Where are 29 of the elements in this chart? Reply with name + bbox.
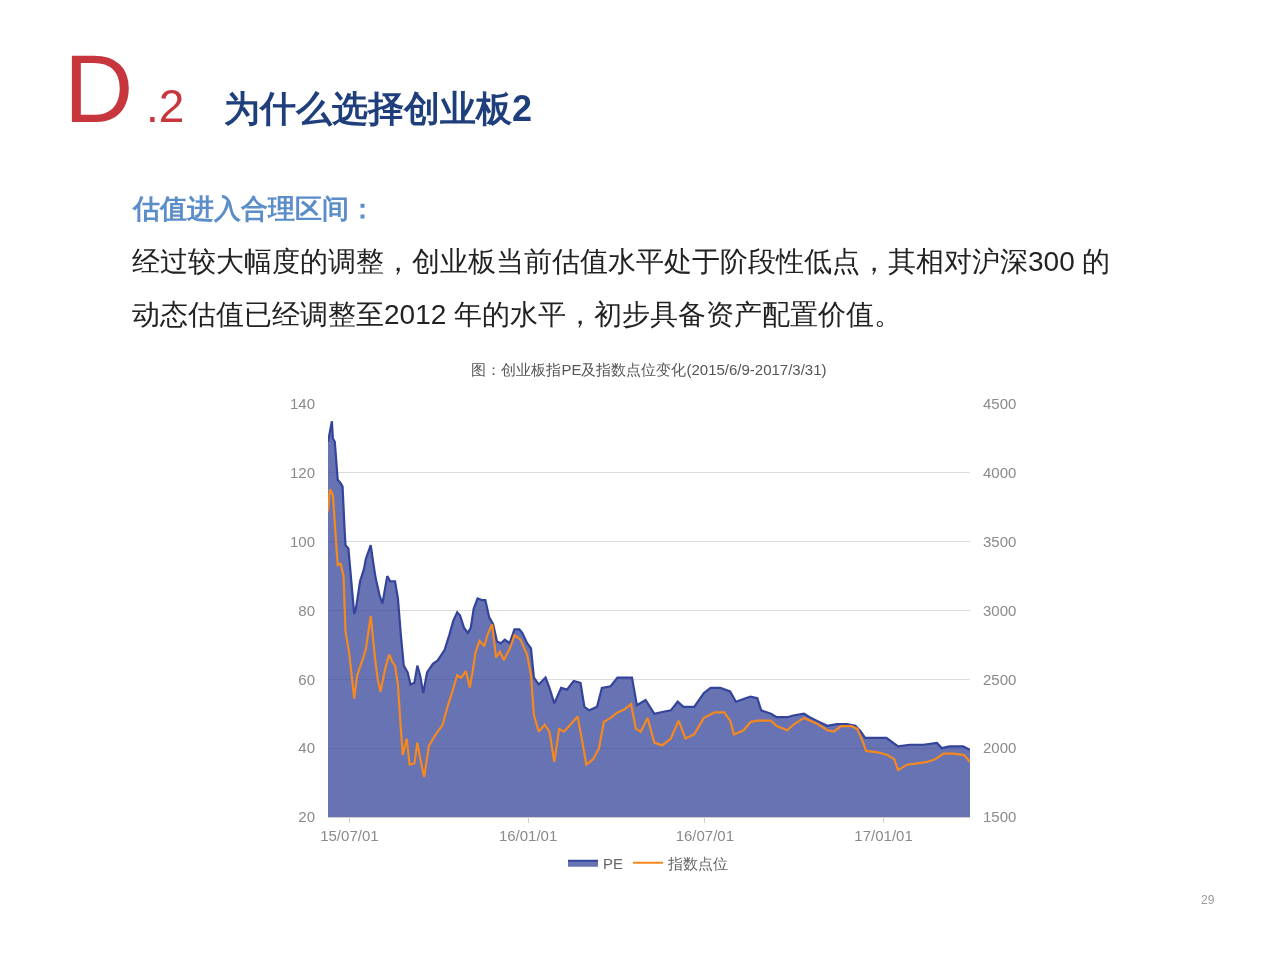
line-series xyxy=(328,488,970,779)
text: 经过较大幅度的调整，创业板当前估值水平处于阶段性低点，其相对沪深300 的 xyxy=(132,246,1111,277)
y2-tick-label: 2500 xyxy=(983,670,1017,688)
y-tick-label: 60 xyxy=(298,670,315,688)
x-tick-label: 15/07/01 xyxy=(320,827,379,844)
text: .2 xyxy=(146,80,185,132)
y-tick-label: 120 xyxy=(289,464,315,482)
legend-label: PE xyxy=(603,854,624,872)
y-tick-label: 140 xyxy=(289,395,315,413)
y2-tick-label: 4000 xyxy=(983,464,1017,482)
y-tick-label: 80 xyxy=(298,601,315,619)
chart-title: 图：创业板指PE及指数点位变化(2015/6/9-2017/3/31) xyxy=(471,361,827,379)
y2-tick-label: 2000 xyxy=(983,739,1017,757)
y2-tick-label: 3000 xyxy=(983,601,1017,619)
y-tick-label: 20 xyxy=(298,808,315,826)
y2-tick-label: 4500 xyxy=(983,395,1017,413)
y2-tick-label: 3500 xyxy=(983,532,1017,550)
y-tick-label: 100 xyxy=(289,532,315,550)
text: 动态估值已经调整至2012 年的水平，初步具备资产配置价值。 xyxy=(132,299,903,330)
text: D xyxy=(64,35,134,142)
text: 29 xyxy=(1201,893,1215,907)
x-tick-label: 16/01/01 xyxy=(498,827,558,844)
legend-label: 指数点位 xyxy=(667,854,729,872)
y-tick-label: 40 xyxy=(298,739,315,757)
text: 为什么选择创业板2 xyxy=(224,88,533,129)
x-tick-label: 16/07/01 xyxy=(675,827,735,844)
x-tick-label: 17/01/01 xyxy=(854,827,913,844)
text: 估值进入合理区间： xyxy=(132,194,376,224)
y2-tick-label: 1500 xyxy=(983,808,1017,826)
